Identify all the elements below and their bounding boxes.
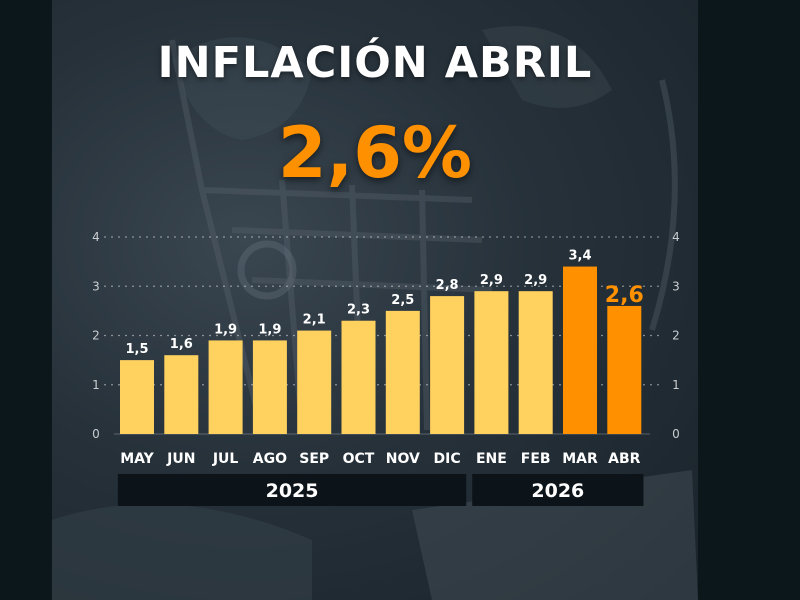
x-tick-label-oct: OCT — [343, 451, 375, 467]
left-margin — [0, 0, 52, 600]
bar-may — [120, 360, 154, 434]
data-label-jul: 1,9 — [214, 322, 237, 337]
y-tick-label-right: 4 — [672, 230, 680, 244]
chart-panel: INFLACIÓN ABRIL 2,6% 0 0 1 1 2 2 3 3 4 4 1,5 MAY 1,6… — [52, 0, 698, 600]
x-tick-label-jun: JUN — [166, 451, 195, 467]
y-tick-label-left: 0 — [92, 427, 100, 441]
bar-jul — [208, 340, 243, 434]
year-label-2026: 2026 — [531, 480, 584, 502]
bar-nov — [385, 310, 420, 434]
bar-sep — [297, 330, 332, 434]
x-tick-label-abr: ABR — [608, 451, 641, 467]
y-tick-label-right: 0 — [672, 427, 680, 441]
y-tick-label-left: 3 — [92, 279, 100, 293]
data-label-dic: 2,8 — [436, 278, 459, 293]
y-tick-label-left: 2 — [92, 329, 100, 343]
x-tick-label-sep: SEP — [299, 451, 329, 467]
bar-jun — [164, 355, 199, 434]
year-band-2025 — [117, 474, 467, 506]
bar-ago — [252, 340, 287, 434]
year-label-2025: 2025 — [266, 480, 319, 502]
bar-oct — [341, 320, 376, 434]
bar-chart: 0 0 1 1 2 2 3 3 4 4 1,5 MAY 1,6 JUN 1,9 JUL 1,9 AGO 2,1 SEP… — [92, 230, 680, 506]
bar-abr — [607, 305, 642, 434]
data-label-ene: 2,9 — [480, 273, 503, 288]
data-label-ago: 1,9 — [258, 322, 281, 337]
data-label-sep: 2,1 — [303, 313, 326, 328]
x-tick-label-dic: DIC — [434, 451, 461, 467]
y-tick-label-right: 1 — [672, 378, 680, 392]
bar-ene — [474, 291, 509, 434]
y-tick-label-right: 3 — [672, 279, 680, 293]
x-tick-label-ago: AGO — [253, 451, 287, 467]
x-tick-label-may: MAY — [120, 451, 154, 467]
data-label-abr: 2,6 — [605, 283, 644, 308]
bar-feb — [518, 291, 553, 434]
x-tick-label-mar: MAR — [562, 451, 598, 467]
headline-inflation-value: 2,6% — [277, 112, 473, 194]
data-label-mar: 3,4 — [568, 249, 591, 264]
data-label-oct: 2,3 — [347, 303, 370, 318]
bar-dic — [430, 296, 465, 434]
x-tick-label-ene: ENE — [476, 451, 507, 467]
data-label-jun: 1,6 — [170, 337, 193, 352]
x-tick-label-nov: NOV — [386, 451, 420, 467]
data-label-nov: 2,5 — [391, 293, 414, 308]
year-band-2026 — [472, 474, 644, 506]
bar-mar — [563, 266, 597, 434]
x-tick-label-feb: FEB — [521, 451, 551, 467]
x-tick-label-jul: JUL — [212, 451, 239, 467]
data-label-may: 1,5 — [125, 342, 148, 357]
y-tick-label-left: 1 — [92, 378, 100, 392]
y-tick-label-right: 2 — [672, 329, 680, 343]
y-tick-label-left: 4 — [92, 230, 100, 244]
chart-title: INFLACIÓN ABRIL — [157, 38, 593, 88]
right-margin — [698, 0, 800, 600]
data-label-feb: 2,9 — [524, 273, 547, 288]
